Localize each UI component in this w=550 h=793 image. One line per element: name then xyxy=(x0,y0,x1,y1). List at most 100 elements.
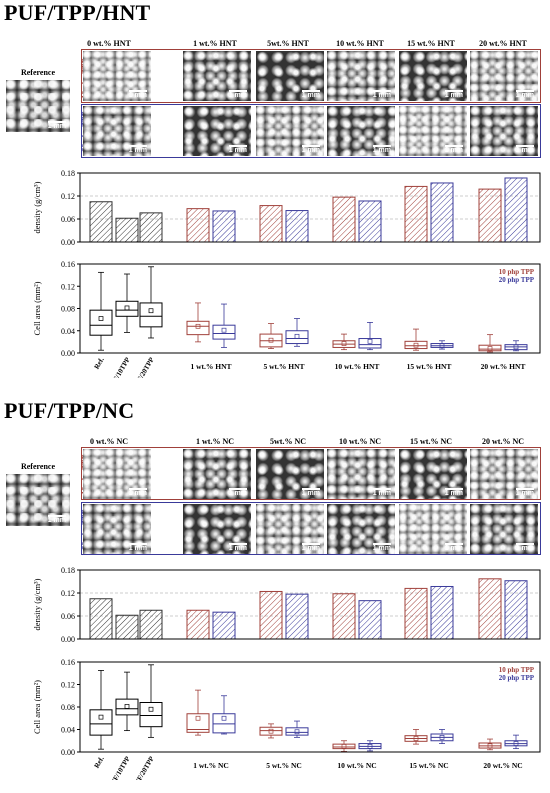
column-header: 5wt.% NC xyxy=(270,437,306,446)
reference-label: Reference xyxy=(20,68,56,77)
bar-20tpp xyxy=(285,210,309,243)
foam-micrograph: 1 mm xyxy=(399,449,467,499)
column-header: 15 wt.% NC xyxy=(410,437,452,446)
x-group-label: 5 wt.% NC xyxy=(266,761,302,770)
box-10tpp-box xyxy=(404,340,428,350)
y-tick-label: 0.06 xyxy=(61,215,75,224)
bar-10tpp xyxy=(259,590,283,640)
bar-10tpp xyxy=(186,208,210,243)
foam-micrograph: 1 mm xyxy=(327,504,395,554)
column-header: 0 wt.% HNT xyxy=(87,39,131,48)
foam-micrograph: 1 mm xyxy=(183,51,251,101)
y-tick-label: 0.00 xyxy=(61,349,75,358)
box-10tpp-mean xyxy=(413,736,419,741)
box-20tpp-box xyxy=(285,330,309,345)
box-10tpp-mean xyxy=(487,346,493,351)
x-tick-label: PUF/20TPP xyxy=(131,754,156,780)
box-reference-mean xyxy=(148,308,154,314)
bar-20tpp xyxy=(212,611,236,640)
box-10tpp-box xyxy=(478,344,502,352)
box-reference-box xyxy=(89,709,113,736)
box-10tpp-box xyxy=(332,743,356,750)
box-20tpp-mean xyxy=(513,741,519,746)
scale-bar: 1 mm xyxy=(444,488,464,497)
column-header: 10 wt.% HNT xyxy=(336,39,384,48)
box-10tpp-mean xyxy=(195,715,201,721)
bar-10tpp xyxy=(332,196,356,243)
bar-reference xyxy=(139,609,163,640)
scale-bar: 1 mm xyxy=(515,488,535,497)
box-20tpp-mean xyxy=(367,744,373,749)
foam-micrograph: 1 mm xyxy=(470,106,538,156)
box-reference-box xyxy=(139,302,163,328)
scale-bar: 1 mm xyxy=(372,543,392,552)
foam-micrograph: 1 mm xyxy=(256,449,324,499)
box-reference-mean xyxy=(98,316,104,321)
box-20tpp-mean xyxy=(439,343,445,349)
scale-bar: 1 mm xyxy=(128,90,148,99)
bar-10tpp xyxy=(332,593,356,640)
box-10tpp-mean xyxy=(341,744,347,749)
cell-area-chart-nc: 0.00 0.04 0.08 0.12 0.16 Cell area (mm²) 10 ph… xyxy=(32,658,541,780)
box-10tpp-mean xyxy=(413,342,419,348)
foam-micrograph: 1 mm xyxy=(399,51,467,101)
scale-bar: 1 mm xyxy=(301,543,321,552)
legend-20tpp: 20 php TPP xyxy=(499,276,535,284)
scale-bar: 1 mm xyxy=(515,90,535,99)
bar-reference xyxy=(89,598,113,640)
column-header: 5wt.% HNT xyxy=(267,39,309,48)
scale-bar: 1 mm xyxy=(372,145,392,154)
plot-frame xyxy=(79,569,541,640)
y-axis-label: density (g/cm³) xyxy=(32,181,42,233)
legend-10tpp: 10 php TPP xyxy=(499,666,535,674)
box-20tpp-mean xyxy=(294,333,300,339)
foam-micrograph: 1 mm xyxy=(83,51,151,101)
y-axis-label: density (g/cm³) xyxy=(32,578,42,630)
scale-bar: 1 mm xyxy=(444,145,464,154)
box-reference-mean xyxy=(98,714,104,720)
box-10tpp-box xyxy=(186,713,210,733)
bar-20tpp xyxy=(504,177,528,243)
x-group-label: 5 wt.% HNT xyxy=(263,362,304,371)
y-tick-label: 0.18 xyxy=(61,169,75,178)
box-10tpp-mean xyxy=(341,341,347,346)
foam-micrograph: 1 mm xyxy=(327,449,395,499)
reference-micrograph: 1 mm xyxy=(6,474,70,526)
foam-micrograph: 1 mm xyxy=(256,51,324,101)
scale-bar: 1 mm xyxy=(444,543,464,552)
scale-bar: 1 mm xyxy=(515,145,535,154)
scale-bar: 1 mm xyxy=(301,488,321,497)
foam-micrograph: 1 mm xyxy=(83,106,151,156)
foam-micrograph: 1 mm xyxy=(327,51,395,101)
y-tick-label: 0.04 xyxy=(61,327,75,336)
column-header: 0 wt.% NC xyxy=(90,437,128,446)
bar-reference xyxy=(89,201,113,243)
column-header: 15 wt.% HNT xyxy=(407,39,455,48)
box-10tpp-mean xyxy=(195,323,201,329)
box-10tpp-mean xyxy=(487,743,493,749)
x-tick-label: PUF/10TPP xyxy=(107,355,132,378)
box-20tpp-mean xyxy=(294,729,300,735)
section-title: PUF/TPP/HNT xyxy=(4,0,151,25)
bar-20tpp xyxy=(504,580,528,640)
foam-micrograph: 1 mm xyxy=(83,449,151,499)
scale-bar: 1 mm xyxy=(228,543,248,552)
bar-20tpp xyxy=(430,182,454,243)
box-20tpp-mean xyxy=(221,327,227,333)
box-10tpp-box xyxy=(259,726,283,736)
legend-10tpp: 10 php TPP xyxy=(499,268,535,276)
y-tick-label: 0.00 xyxy=(61,748,75,757)
bar-10tpp xyxy=(404,185,428,243)
density-chart-nc: 0.00 0.06 0.12 0.18 density (g/cm³) xyxy=(32,566,541,644)
scale-bar: 1 mm xyxy=(372,488,392,497)
scale-bar: 1 mm xyxy=(128,145,148,154)
bar-10tpp xyxy=(478,578,502,640)
box-20tpp-mean xyxy=(367,338,373,344)
plot-frame xyxy=(79,172,541,243)
foam-micrograph: 1 mm xyxy=(256,504,324,554)
x-group-label: 1 wt.% HNT xyxy=(190,362,231,371)
legend-20tpp: 20 php TPP xyxy=(499,674,535,682)
column-header: 1 wt.% HNT xyxy=(193,39,237,48)
foam-micrograph: 1 mm xyxy=(399,106,467,156)
scale-bar: 1 mm xyxy=(372,90,392,99)
